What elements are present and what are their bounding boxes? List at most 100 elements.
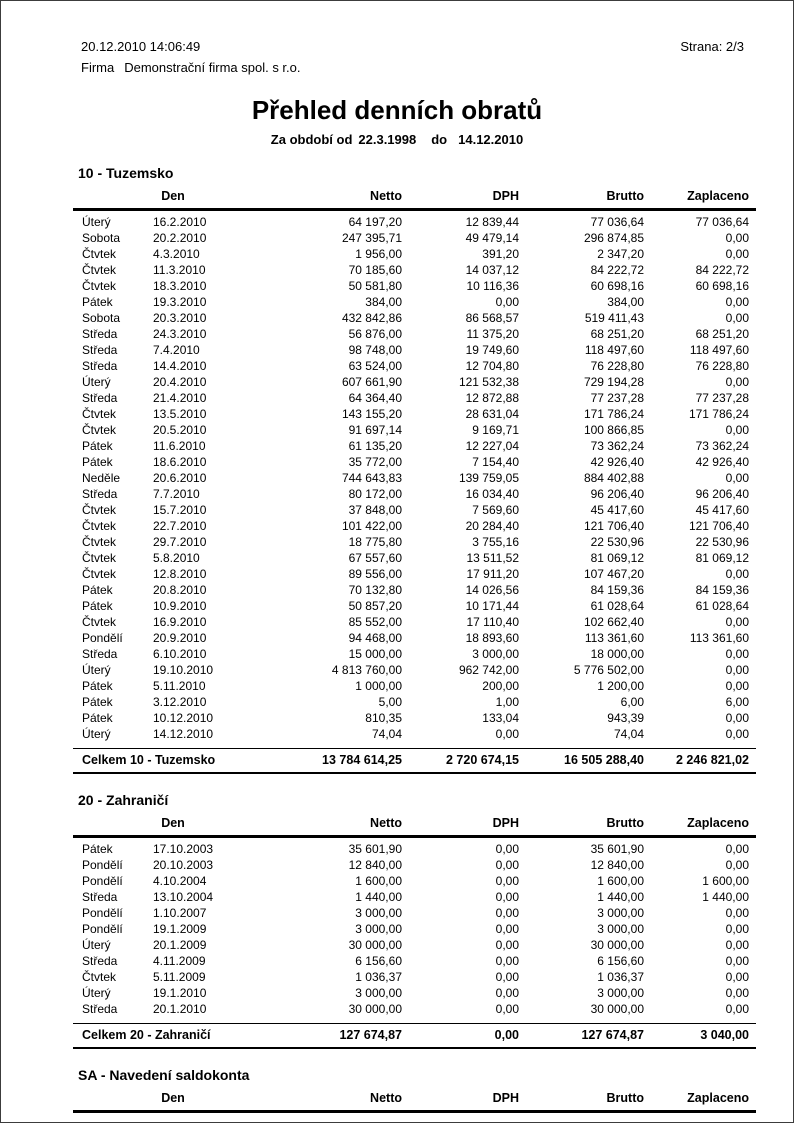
- brutto-cell: 1 440,00: [597, 890, 644, 904]
- date-cell: 19.1.2009: [153, 922, 207, 936]
- column-header-netto: Netto: [253, 188, 409, 211]
- zaplaceno-cell: 0,00: [725, 842, 749, 856]
- column-header-den: Den: [73, 1090, 253, 1113]
- total-zaplaceno: 3 040,00: [651, 1023, 756, 1049]
- date-cell: 17.10.2003: [153, 842, 214, 856]
- netto-cell: 35 772,00: [348, 455, 402, 469]
- date-cell: 14.4.2010: [153, 359, 207, 373]
- netto-cell: 35 601,90: [348, 842, 402, 856]
- dph-cell: 0,00: [495, 986, 519, 1000]
- brutto-cell: 113 361,60: [584, 631, 644, 645]
- column-header-netto: Netto: [253, 1090, 409, 1113]
- netto-cell: 50 581,80: [348, 279, 402, 293]
- day-cell: Čtvtek: [82, 519, 117, 533]
- netto-cell: 1 600,00: [355, 874, 402, 888]
- column-header-brutto: Brutto: [526, 1090, 651, 1113]
- total-label: Celkem 10 - Tuzemsko: [73, 748, 253, 774]
- dph-cell: 200,00: [482, 679, 519, 693]
- date-cell: 11.3.2010: [153, 263, 206, 277]
- netto-cell: 50 857,20: [348, 599, 402, 613]
- day-cell: Pátek: [82, 295, 113, 309]
- date-cell: 19.10.2010: [153, 663, 214, 677]
- date-cell: 4.10.2004: [153, 874, 207, 888]
- column-header-zaplaceno: Zaplaceno: [651, 815, 756, 838]
- brutto-cell: 68 251,20: [590, 327, 644, 341]
- date-cell: 20.2.2010: [153, 231, 207, 245]
- netto-cell: 810,35: [365, 711, 402, 725]
- table-row: Sobota 20.3.2010 432 842,86 86 568,57 519 41…: [73, 310, 756, 326]
- table-header-row: Den Netto DPH Brutto Zaplaceno: [73, 188, 756, 211]
- table-row: Pondělí 1.10.2007 3 000,00 0,00 3 000,00 0,00: [73, 905, 756, 921]
- brutto-cell: 73 362,24: [590, 439, 644, 453]
- netto-cell: 384,00: [365, 295, 402, 309]
- dph-cell: 12 704,80: [465, 359, 519, 373]
- date-cell: 5.8.2010: [153, 551, 200, 565]
- date-cell: 11.6.2010: [153, 439, 206, 453]
- period-to-date: 14.12.2010: [458, 132, 524, 147]
- day-cell: Čtvtek: [82, 535, 117, 549]
- brutto-cell: 3 000,00: [597, 922, 644, 936]
- date-cell: 5.11.2010: [153, 679, 206, 693]
- date-cell: 24.3.2010: [153, 327, 207, 341]
- column-header-brutto: Brutto: [526, 815, 651, 838]
- day-cell: Čtvtek: [82, 407, 117, 421]
- table-row: Čtvtek 20.5.2010 91 697,14 9 169,71 100 866,…: [73, 422, 756, 438]
- brutto-cell: 884 402,88: [583, 471, 644, 485]
- netto-cell: 30 000,00: [348, 938, 402, 952]
- column-header-dph: DPH: [409, 815, 526, 838]
- day-cell: Středa: [82, 890, 118, 904]
- netto-cell: 70 185,60: [348, 263, 402, 277]
- netto-cell: 63 524,00: [348, 359, 402, 373]
- zaplaceno-cell: 6,00: [725, 695, 749, 709]
- section-total-row: Celkem 10 - Tuzemsko 13 784 614,25 2 720…: [73, 748, 756, 774]
- day-cell: Čtvtek: [82, 423, 117, 437]
- dph-cell: 0,00: [495, 890, 519, 904]
- dph-cell: 0,00: [495, 295, 519, 309]
- brutto-cell: 121 706,40: [583, 519, 644, 533]
- zaplaceno-cell: 171 786,24: [688, 407, 749, 421]
- table-row: Čtvtek 11.3.2010 70 185,60 14 037,12 84 222,…: [73, 262, 756, 278]
- table-row: Čtvtek 4.3.2010 1 956,00 391,20 2 347,20 0,00: [73, 246, 756, 262]
- table-row: Úterý 19.1.2010 3 000,00 0,00 3 000,00 0,00: [73, 985, 756, 1001]
- netto-cell: 74,04: [371, 727, 402, 741]
- dph-cell: 0,00: [495, 922, 519, 936]
- dph-cell: 11 375,20: [466, 327, 520, 341]
- dph-cell: 0,00: [495, 727, 519, 741]
- day-cell: Pátek: [82, 695, 113, 709]
- page-number: Strana: 2/3: [680, 39, 744, 54]
- zaplaceno-cell: 61 028,64: [695, 599, 749, 613]
- brutto-cell: 84 159,36: [590, 583, 644, 597]
- table-row: Čtvtek 29.7.2010 18 775,80 3 755,16 22 530,9…: [73, 534, 756, 550]
- zaplaceno-cell: 84 222,72: [695, 263, 749, 277]
- table-row: Středa 7.4.2010 98 748,00 19 749,60 118 497,…: [73, 342, 756, 358]
- brutto-cell: 729 194,28: [583, 375, 644, 389]
- zaplaceno-cell: 0,00: [725, 954, 749, 968]
- netto-cell: 15 000,00: [348, 647, 402, 661]
- dph-cell: 3 755,16: [472, 535, 519, 549]
- zaplaceno-cell: 84 159,36: [695, 583, 749, 597]
- table-row: Pátek 19.3.2010 384,00 0,00 384,00 0,00: [73, 294, 756, 310]
- dph-cell: 10 171,44: [465, 599, 519, 613]
- table-row: Pondělí 4.10.2004 1 600,00 0,00 1 600,00 1 60…: [73, 873, 756, 889]
- date-cell: 18.3.2010: [153, 279, 207, 293]
- table-header-row: Den Netto DPH Brutto Zaplaceno: [73, 815, 756, 838]
- table-row: Středa 14.4.2010 63 524,00 12 704,80 76 228,…: [73, 358, 756, 374]
- dph-cell: 12 227,04: [465, 439, 519, 453]
- table-row: Středa 7.7.2010 80 172,00 16 034,40 96 206,4…: [73, 486, 756, 502]
- table-row: Úterý 20.4.2010 607 661,90 121 532,38 729 19…: [73, 374, 756, 390]
- column-header-dph: DPH: [409, 1090, 526, 1113]
- netto-cell: 1 440,00: [355, 890, 402, 904]
- section-zahranici: 20 - Zahraničí Den Netto DPH Brutto Zapl…: [73, 792, 756, 1049]
- day-cell: Úterý: [82, 663, 111, 677]
- day-cell: Pondělí: [82, 922, 123, 936]
- dph-cell: 0,00: [495, 954, 519, 968]
- dph-cell: 13 511,52: [466, 551, 520, 565]
- zaplaceno-cell: 121 706,40: [688, 519, 749, 533]
- table-row: Čtvtek 18.3.2010 50 581,80 10 116,36 60 698,…: [73, 278, 756, 294]
- dph-cell: 12 839,44: [465, 215, 519, 229]
- table-row: Pátek 5.11.2010 1 000,00 200,00 1 200,00 0,00: [73, 678, 756, 694]
- date-cell: 7.4.2010: [153, 343, 200, 357]
- brutto-cell: 5 776 502,00: [573, 663, 644, 677]
- section-saldokonto: SA - Navedení saldokonta Den Netto DPH B…: [73, 1067, 756, 1113]
- netto-cell: 30 000,00: [348, 1002, 402, 1016]
